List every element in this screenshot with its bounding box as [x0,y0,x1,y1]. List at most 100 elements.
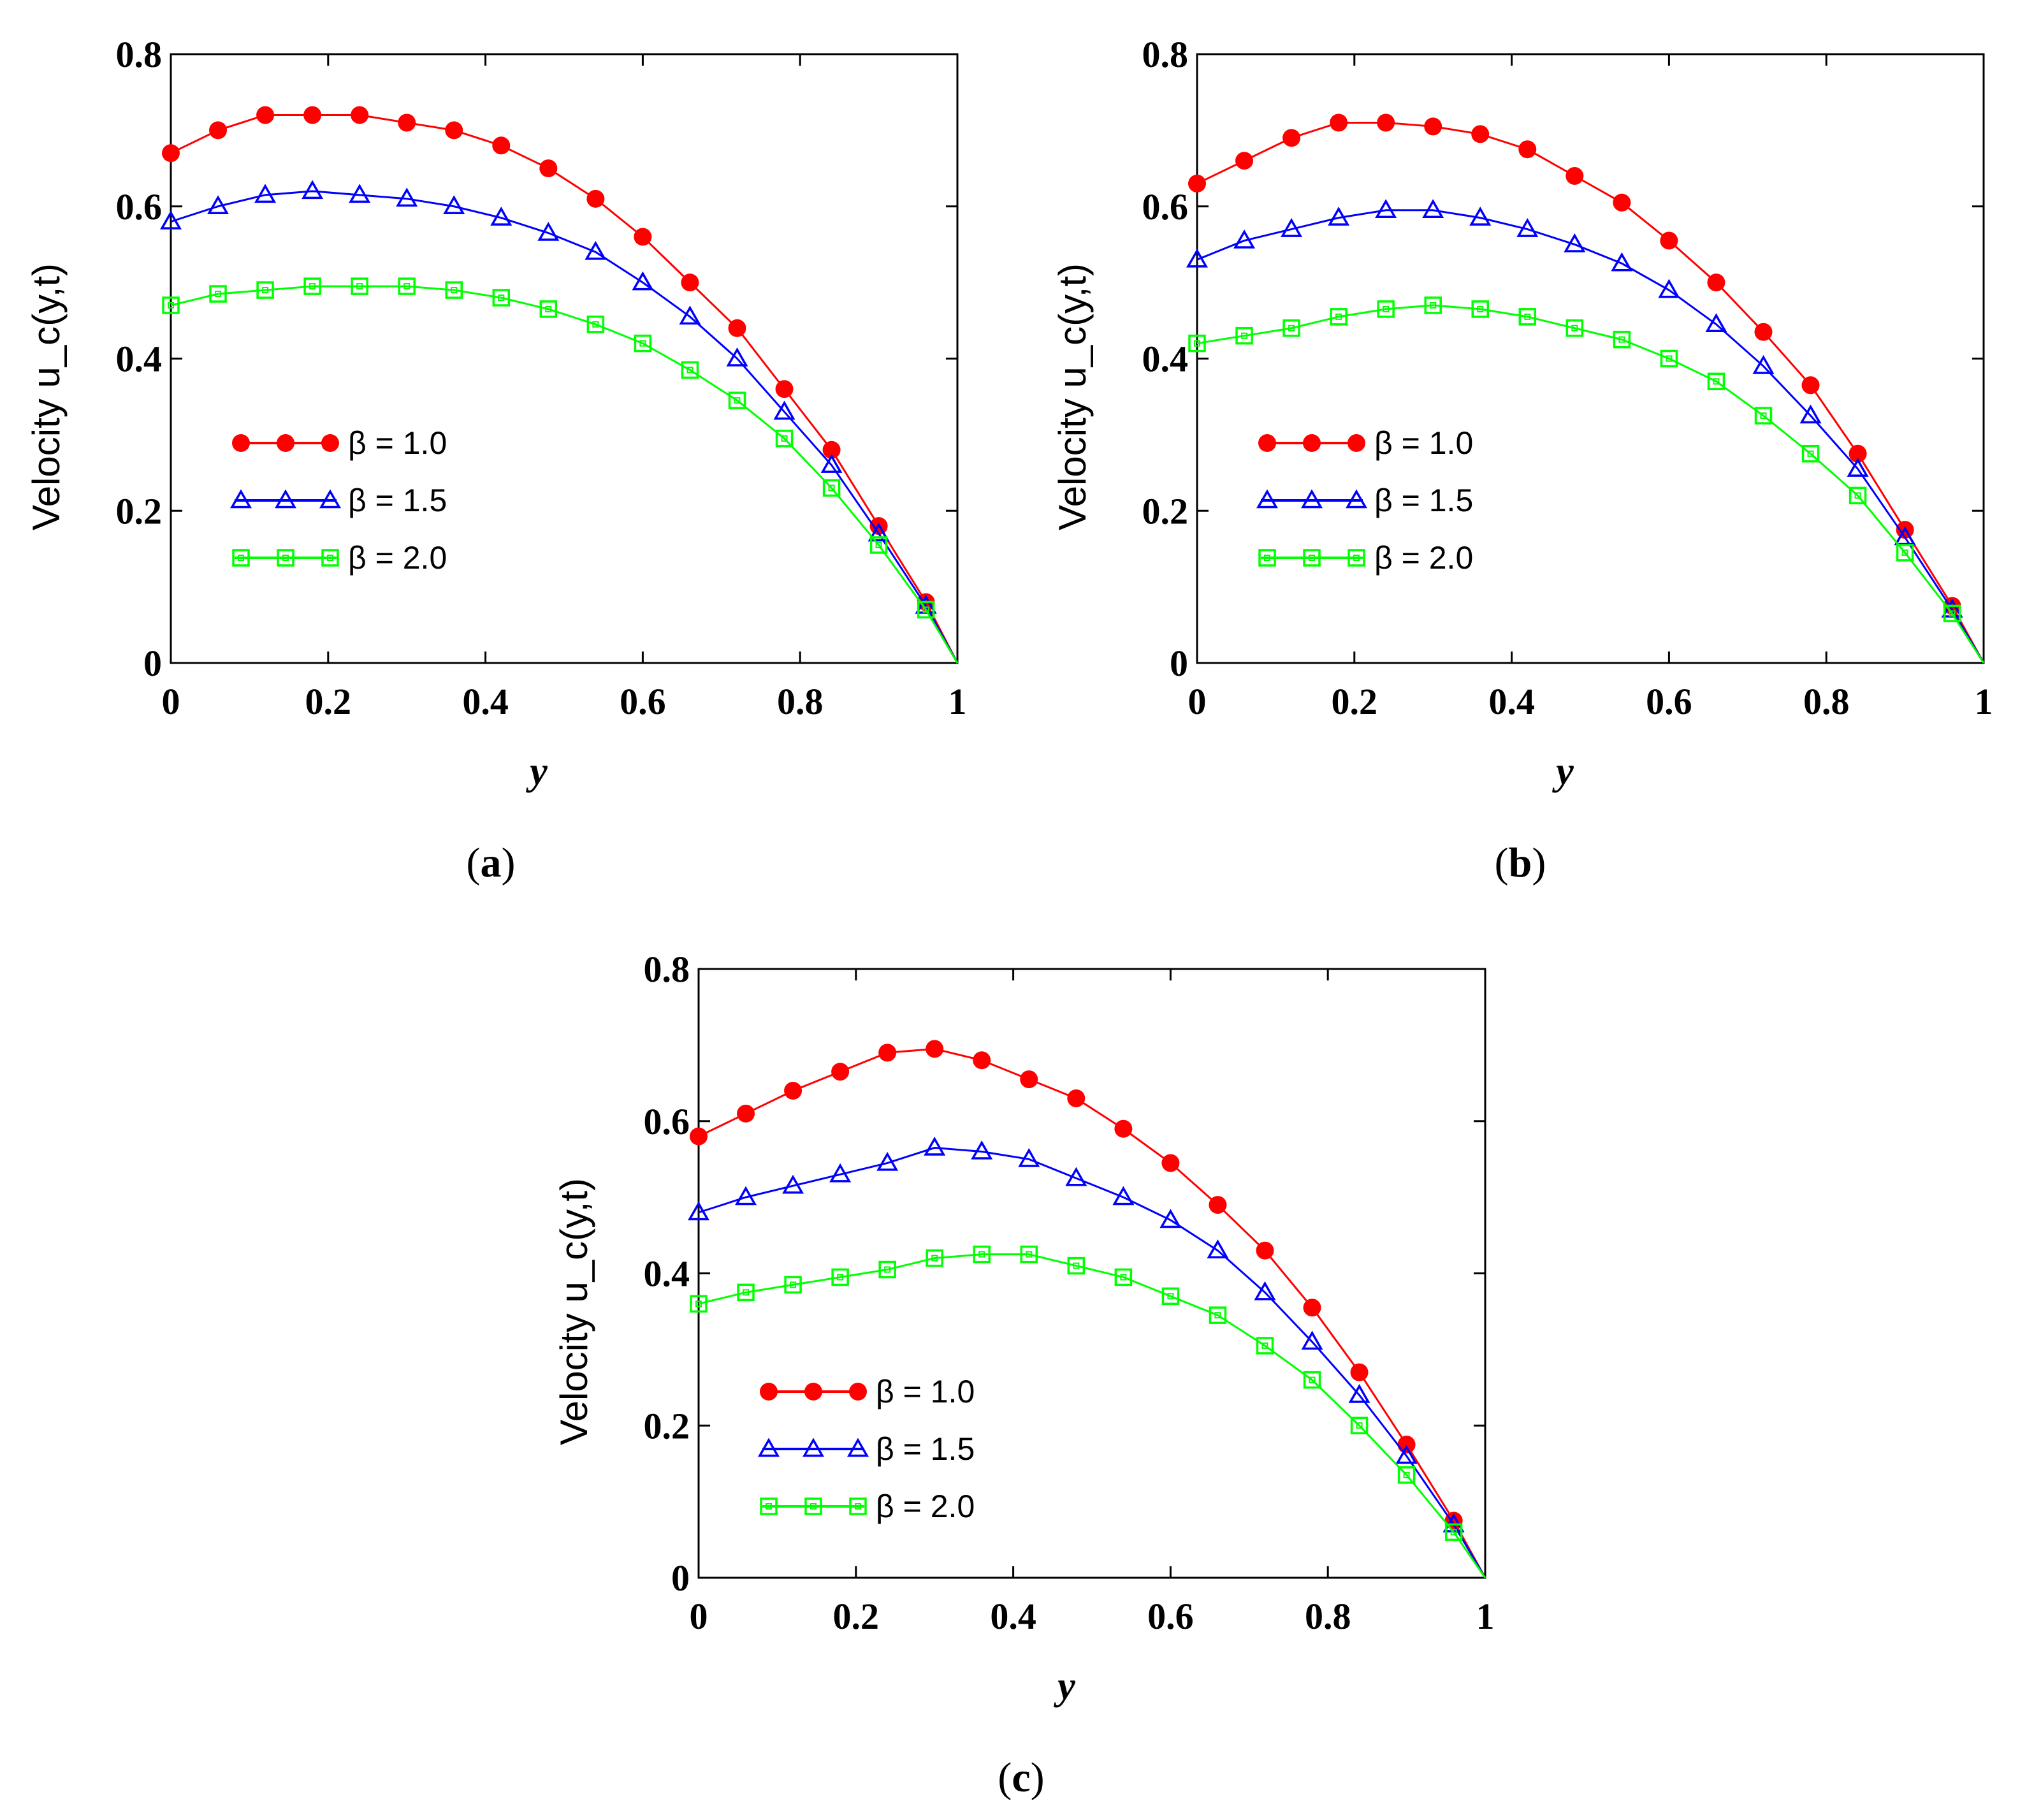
y-tick-label: 0 [1170,643,1188,684]
data-point [256,106,275,124]
series-0 [690,1040,1486,1578]
legend-marker [1258,434,1276,452]
x-axis-label: y [1053,1664,1075,1708]
data-point-inner [1524,313,1531,320]
x-axis-label: y [525,750,548,793]
data-point [396,187,418,207]
data-point [737,1104,755,1123]
panel-label: (b) [1495,840,1546,886]
legend-marker [321,549,339,567]
legend-marker [319,489,342,509]
legend-entry: β = 1.0 [348,425,447,461]
data-point [1161,1287,1180,1306]
data-point [681,361,699,379]
panel-label-letter: a [481,840,502,886]
data-point [349,184,371,203]
data-point [1752,354,1775,374]
data-point [256,281,274,299]
x-tick-label: 0.2 [833,1596,880,1637]
data-point [1350,1363,1369,1381]
legend-marker [757,1438,780,1457]
data-point [876,1151,899,1171]
y-tick-label: 0.4 [644,1253,690,1295]
data-point-inner [978,1251,985,1258]
y-tick-label: 0.2 [644,1405,690,1446]
data-point [1422,199,1444,218]
y-tick-label: 0.8 [116,34,163,75]
data-point [829,1163,852,1183]
x-tick-label: 1 [1476,1596,1495,1637]
x-tick-label: 1 [1975,681,1993,722]
x-tick-label: 0 [690,1596,708,1637]
data-point [492,136,511,155]
data-point [1613,193,1631,212]
data-point-inner [1450,1529,1457,1536]
data-point [679,305,701,325]
data-point-inner [1288,324,1295,331]
data-point [586,189,605,208]
data-point [1397,1436,1416,1454]
legend-marker [760,1383,778,1401]
data-point [1020,1245,1038,1263]
data-point [924,1137,946,1156]
data-point [1256,1337,1274,1355]
panel-b: 0 0.2 0.4 0.6 0.8 0 0.2 0.4 0.6 0.8 1 y Velocity u_c… [1051,34,1993,886]
data-point [445,121,463,140]
data-point-inner [1430,302,1437,309]
data-point [728,319,746,337]
panel-label: (a) [467,840,516,886]
legend-marker [274,489,297,509]
series-line [1196,304,1985,664]
data-point [1613,330,1631,349]
data-point [820,454,843,473]
data-point-inner [1214,1312,1221,1319]
data-point [1847,458,1869,477]
data-point [728,391,746,409]
data-point [1256,1241,1274,1260]
data-point [831,1063,850,1081]
data-point [539,159,558,178]
data-point-inner [837,1274,844,1281]
legend-marker [321,434,339,452]
data-point [1018,1147,1040,1167]
data-point-inner [451,287,458,294]
data-point [1611,252,1633,272]
legend-marker [1256,489,1279,509]
legend-marker [849,1497,867,1515]
series-line [1196,209,1985,664]
panel-label-letter: c [1012,1754,1030,1801]
legend-entry: β = 1.5 [876,1431,975,1467]
y-tick-label: 0.6 [116,186,163,228]
data-point [1518,140,1537,159]
data-point [1565,319,1584,337]
data-point-inner [309,283,316,290]
data-point [1375,199,1397,218]
data-point [868,522,890,542]
data-point-inner [875,541,882,548]
data-point [1303,1299,1321,1317]
data-point [490,207,512,226]
legend-marker-inner [810,1503,817,1510]
legend-marker [232,434,250,452]
legend-marker [1300,489,1323,509]
data-point [773,400,795,420]
legend-marker [277,434,294,452]
series-0 [1188,113,1985,664]
data-point [1348,1383,1370,1403]
data-point-inner [403,283,410,290]
data-point-inner [215,291,222,298]
data-point [539,300,558,318]
data-point [831,1268,849,1286]
y-tick-label: 0.4 [1142,339,1189,380]
data-point [443,195,465,214]
data-point-inner [639,340,646,347]
data-point [1067,1256,1086,1275]
legend-entry: β = 2.0 [1374,540,1473,576]
panel-label-letter: b [1509,840,1532,886]
data-point [1159,1209,1182,1228]
data-point-inner [734,397,741,404]
legend-marker [229,489,252,509]
data-point [1564,233,1586,252]
y-tick-label: 0.8 [1142,34,1189,75]
data-point [1207,1239,1229,1258]
